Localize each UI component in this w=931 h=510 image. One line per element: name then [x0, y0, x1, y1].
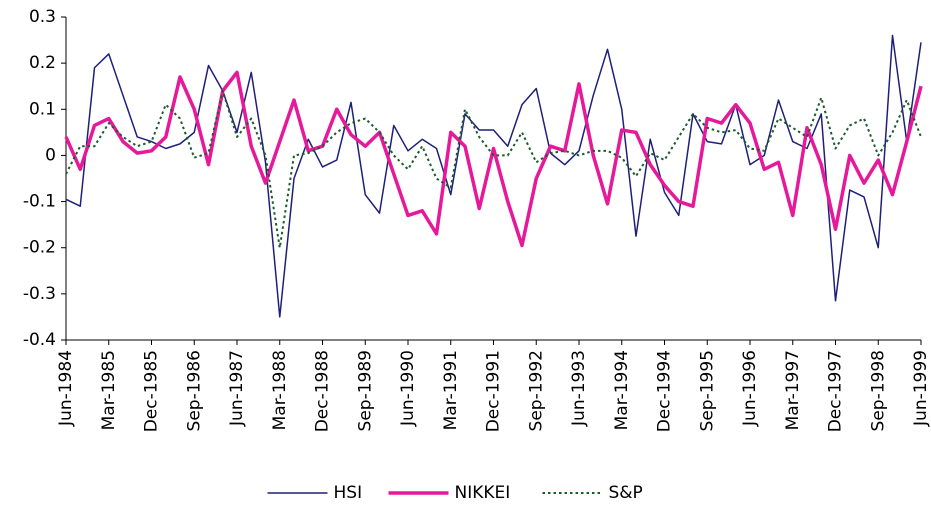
x-tick-label: Jun-1993 — [569, 350, 589, 427]
x-tick-label: Jun-1990 — [398, 350, 418, 427]
legend-label: S&P — [609, 483, 643, 503]
x-tick-label: Sep-1995 — [697, 350, 717, 431]
y-tick-label: 0.2 — [29, 53, 56, 73]
x-tick-label: Dec-1991 — [484, 350, 504, 432]
x-tick-label: Sep-1992 — [526, 350, 546, 431]
x-tick-label: Dec-1985 — [142, 350, 162, 432]
x-tick-label: Dec-1994 — [655, 350, 675, 432]
x-tick-label: Dec-1988 — [313, 350, 333, 432]
y-tick-label: 0.1 — [29, 99, 56, 119]
x-tick-label: Mar-1988 — [270, 350, 290, 430]
x-tick-label: Sep-1989 — [355, 350, 375, 431]
x-tick-label: Jun-1996 — [740, 350, 760, 427]
x-tick-label: Dec-1997 — [826, 350, 846, 432]
legend-label: NIKKEI — [455, 483, 511, 503]
legend-label: HSI — [334, 483, 363, 503]
y-tick-label: -0.3 — [23, 284, 56, 304]
x-tick-label: Mar-1997 — [783, 350, 803, 430]
x-tick-label: Jun-1999 — [911, 350, 931, 427]
y-tick-label: -0.4 — [23, 330, 56, 350]
y-tick-label: 0 — [45, 145, 56, 165]
y-tick-label: 0.3 — [29, 7, 56, 27]
x-tick-label: Mar-1994 — [612, 350, 632, 430]
x-tick-label: Jun-1984 — [56, 350, 76, 427]
x-tick-label: Mar-1991 — [441, 350, 461, 430]
x-tick-label: Mar-1985 — [99, 350, 119, 430]
x-tick-label: Jun-1987 — [227, 350, 247, 427]
x-tick-label: Sep-1998 — [868, 350, 888, 431]
line-series — [65, 34, 922, 318]
line-series — [65, 89, 922, 249]
y-tick-label: -0.1 — [23, 192, 56, 212]
y-tick-label: -0.2 — [23, 238, 56, 258]
x-tick-label: Sep-1986 — [184, 350, 204, 431]
line-series — [64, 70, 923, 248]
